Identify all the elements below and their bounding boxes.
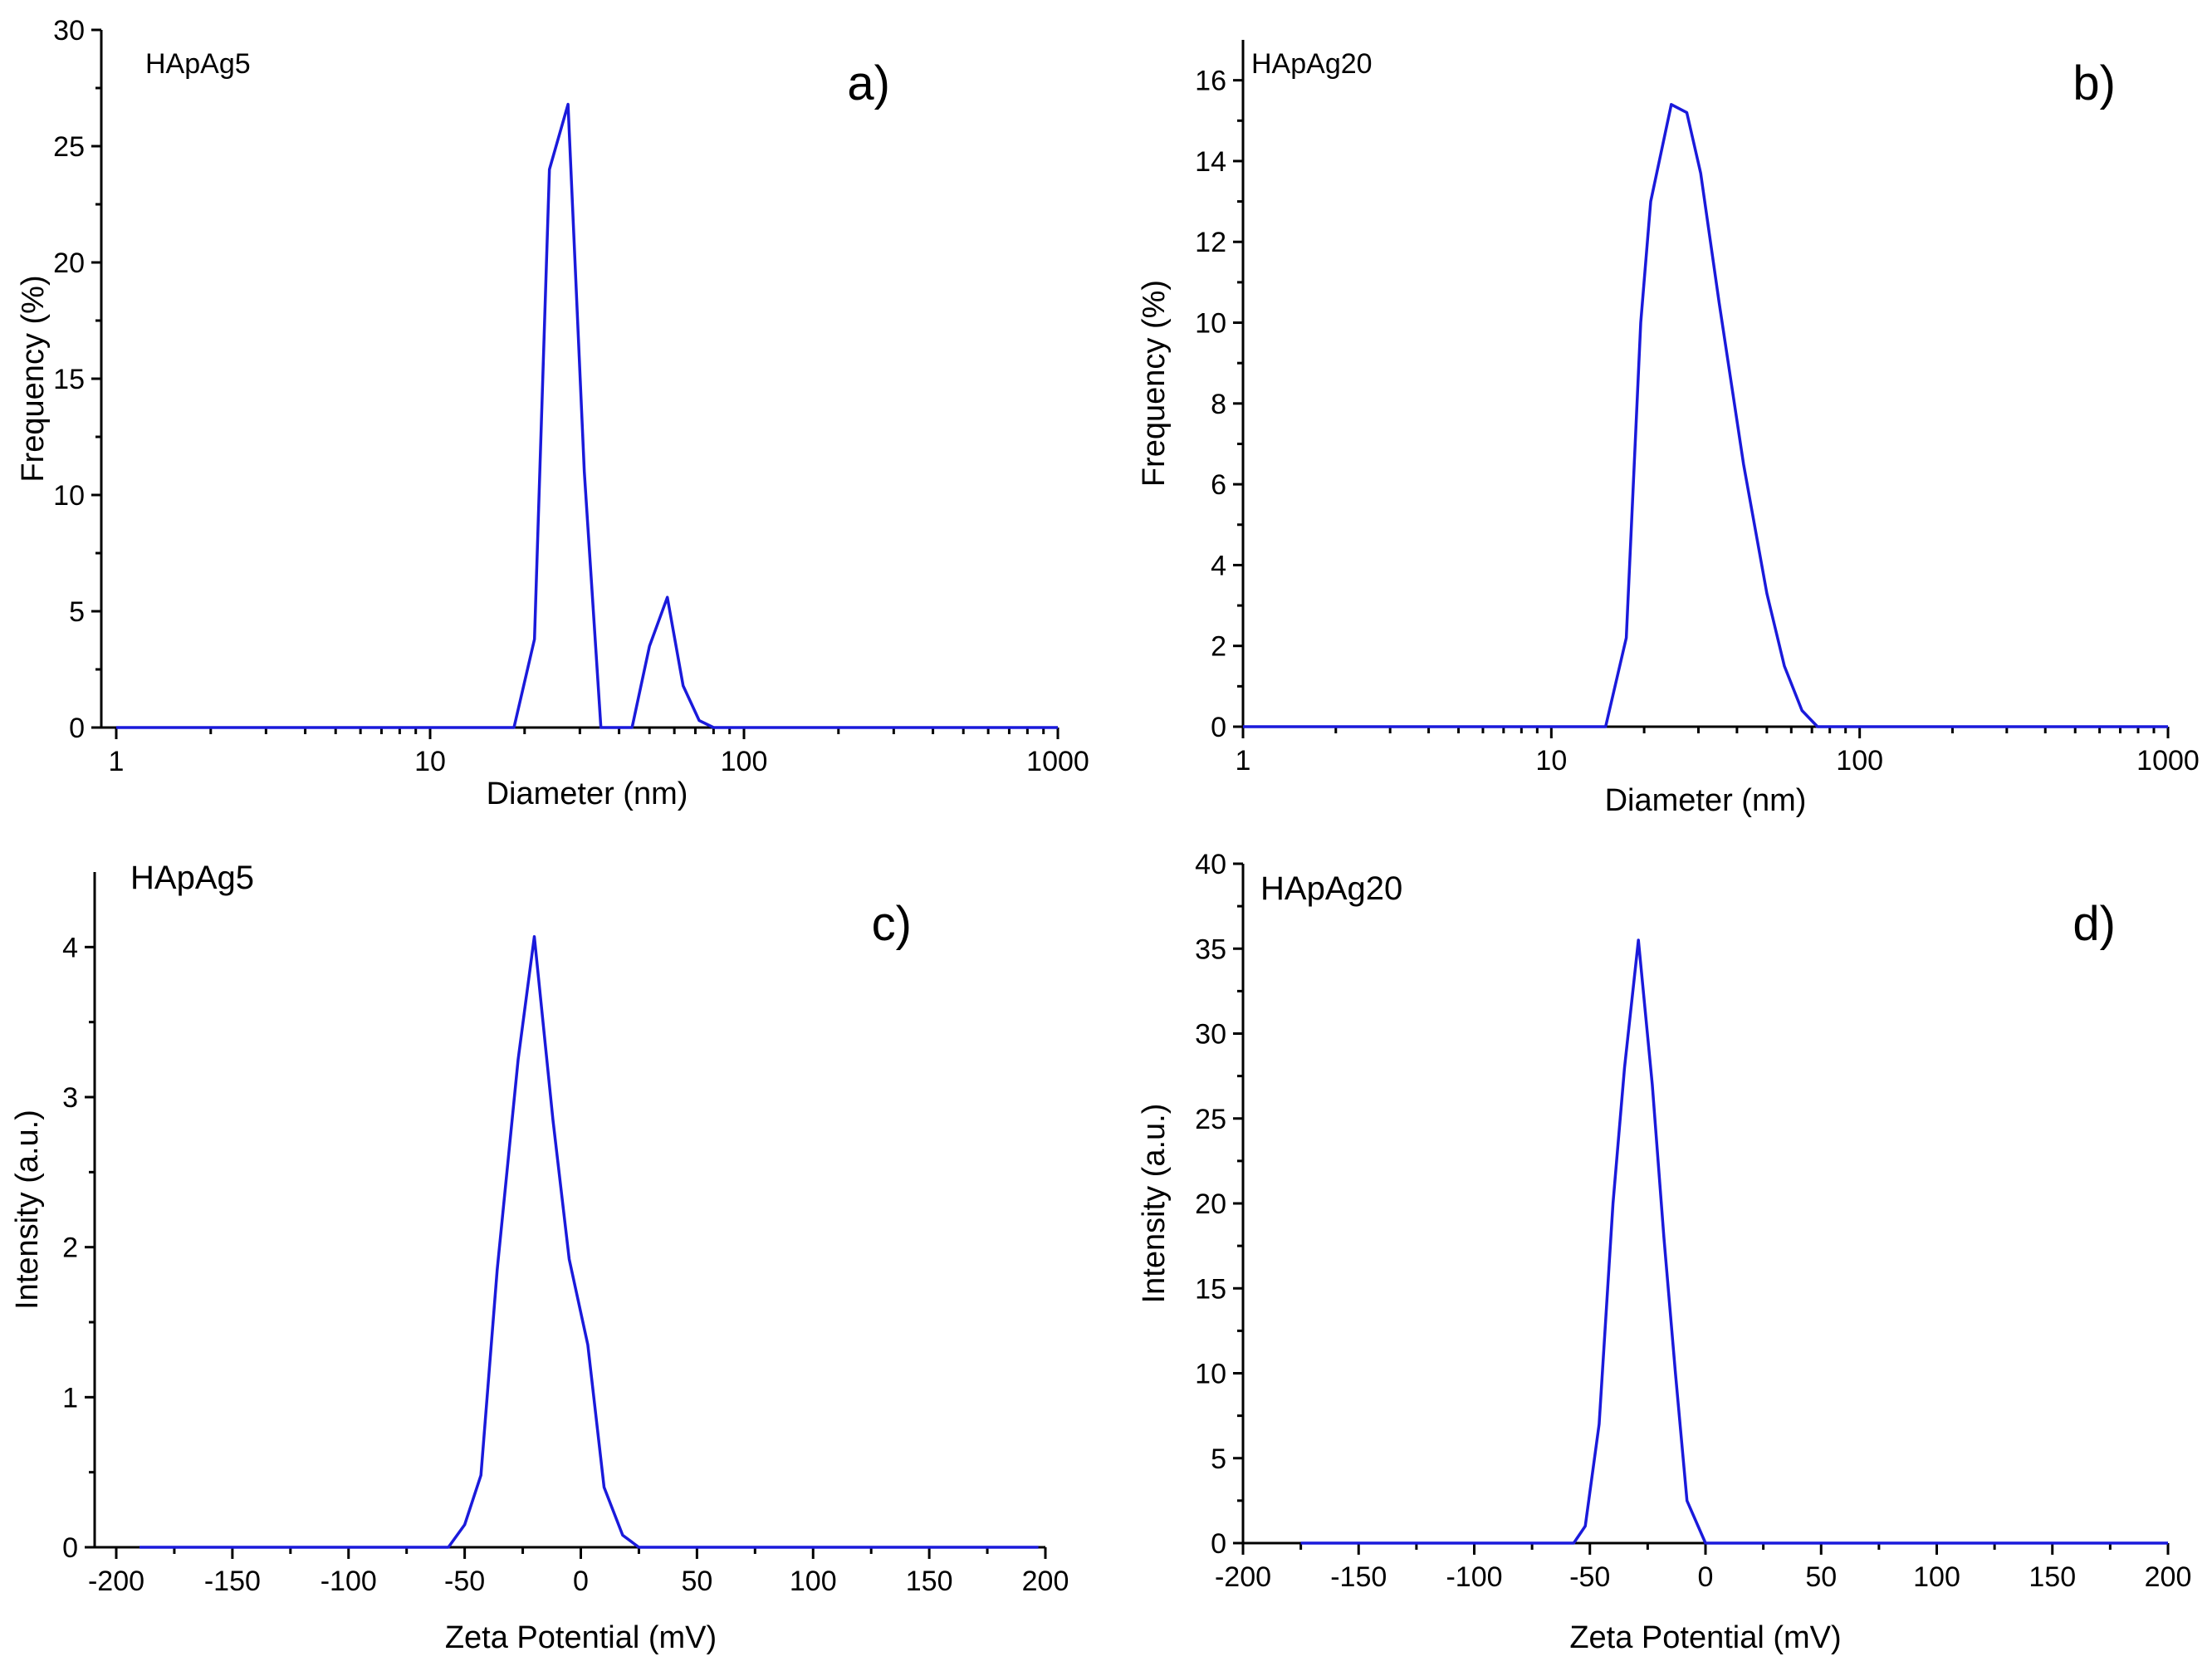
- x-tick-label: 0: [573, 1566, 589, 1597]
- y-tick-label: 35: [1195, 934, 1226, 965]
- x-tick-label: -100: [321, 1566, 377, 1597]
- y-tick-label: 10: [1195, 308, 1226, 340]
- x-tick-label: 200: [2145, 1561, 2192, 1593]
- y-axis-label: Intensity (a.u.): [1137, 1104, 1172, 1304]
- y-tick-label: 3: [62, 1082, 78, 1114]
- panel-a: 0 5 10 15 20 25 30 1 10 100 1000 Diameter (nm) Frequ…: [16, 15, 1089, 811]
- x-axis-label: Diameter (nm): [487, 777, 688, 811]
- series-line: [139, 934, 1039, 1549]
- x-axis-label: Diameter (nm): [1605, 783, 1807, 818]
- x-tick-label: 50: [1805, 1561, 1837, 1593]
- y-tick-label: 0: [1211, 1528, 1226, 1560]
- panel-c: 0 1 2 3 4 -200 -150 -100 -50 0 50 100 150 200 Zeta Pot…: [10, 860, 1069, 1655]
- y-tick-label: 0: [69, 713, 85, 744]
- x-tick-label: 50: [681, 1566, 712, 1597]
- x-tick-label: 150: [2028, 1561, 2076, 1593]
- y-tick-label: 10: [1195, 1359, 1226, 1390]
- y-tick-label: 6: [1211, 469, 1226, 501]
- y-tick-label: 15: [53, 364, 85, 395]
- y-tick-label: 14: [1195, 146, 1226, 178]
- panel-label: d): [2073, 897, 2116, 951]
- sample-label: HApAg5: [145, 48, 251, 80]
- x-tick-label: 1000: [2136, 745, 2200, 777]
- panel-label: a): [847, 56, 890, 110]
- x-tick-label: 100: [721, 746, 768, 777]
- y-tick-label: 40: [1195, 849, 1226, 880]
- x-tick-label: -200: [1215, 1561, 1271, 1593]
- x-tick-label: 100: [790, 1566, 837, 1597]
- sample-label: HApAg20: [1251, 48, 1373, 80]
- y-tick-label: 0: [62, 1532, 78, 1564]
- x-tick-label: -50: [444, 1566, 485, 1597]
- x-tick-label: 10: [414, 746, 446, 777]
- y-tick-label: 20: [1195, 1188, 1226, 1220]
- x-tick-label: 1000: [1026, 746, 1089, 777]
- y-tick-label: 15: [1195, 1273, 1226, 1305]
- x-tick-label: 0: [1698, 1561, 1714, 1593]
- y-tick-label: 12: [1195, 227, 1226, 258]
- y-tick-label: 2: [1211, 631, 1226, 663]
- y-tick-label: 4: [1211, 550, 1226, 581]
- x-tick-label: -150: [204, 1566, 261, 1597]
- x-tick-label: 1: [109, 746, 125, 777]
- x-tick-label: -50: [1569, 1561, 1610, 1593]
- y-tick-label: 5: [69, 596, 85, 628]
- y-tick-label: 4: [62, 932, 78, 963]
- series-line: [116, 102, 1058, 729]
- y-tick-label: 2: [62, 1232, 78, 1264]
- x-axis-label: Zeta Potential (mV): [1569, 1620, 1841, 1655]
- y-tick-label: 5: [1211, 1443, 1226, 1475]
- y-axis-label: Frequency (%): [1137, 280, 1172, 487]
- y-tick-label: 20: [53, 247, 85, 279]
- y-axis-label: Intensity (a.u.): [10, 1110, 45, 1310]
- sample-label: HApAg20: [1260, 870, 1402, 907]
- y-tick-label: 8: [1211, 389, 1226, 420]
- x-tick-label: -150: [1330, 1561, 1387, 1593]
- x-tick-label: 1: [1236, 745, 1251, 777]
- x-tick-label: 100: [1913, 1561, 1960, 1593]
- y-tick-label: 10: [53, 480, 85, 512]
- x-axis-label: Zeta Potential (mV): [445, 1620, 717, 1655]
- y-tick-label: 25: [1195, 1104, 1226, 1135]
- panel-b: 0 2 4 6 8 10 12 14 16 1 10 100 1000 Diameter (nm) Freq…: [1137, 40, 2200, 818]
- y-tick-label: 30: [1195, 1019, 1226, 1051]
- panel-label: c): [872, 897, 912, 951]
- y-tick-label: 30: [53, 15, 85, 47]
- x-tick-label: -200: [88, 1566, 144, 1597]
- x-tick-label: 100: [1836, 745, 1883, 777]
- y-tick-label: 0: [1211, 712, 1226, 743]
- sample-label: HApAg5: [130, 860, 254, 896]
- series-line: [1243, 103, 2168, 728]
- y-axis-label: Frequency (%): [16, 275, 51, 482]
- panel-label: b): [2073, 56, 2116, 110]
- x-tick-label: -100: [1446, 1561, 1502, 1593]
- x-tick-label: 10: [1535, 745, 1567, 777]
- x-tick-label: 200: [1022, 1566, 1069, 1597]
- y-tick-label: 1: [62, 1382, 78, 1414]
- series-line: [1300, 938, 2168, 1545]
- y-tick-label: 16: [1195, 66, 1226, 97]
- y-tick-label: 25: [53, 131, 85, 163]
- x-tick-label: 150: [906, 1566, 953, 1597]
- panel-d: 0 5 10 15 20 25 30 35 40 -200 -150 -100 -50 0 50 100 150…: [1137, 849, 2191, 1655]
